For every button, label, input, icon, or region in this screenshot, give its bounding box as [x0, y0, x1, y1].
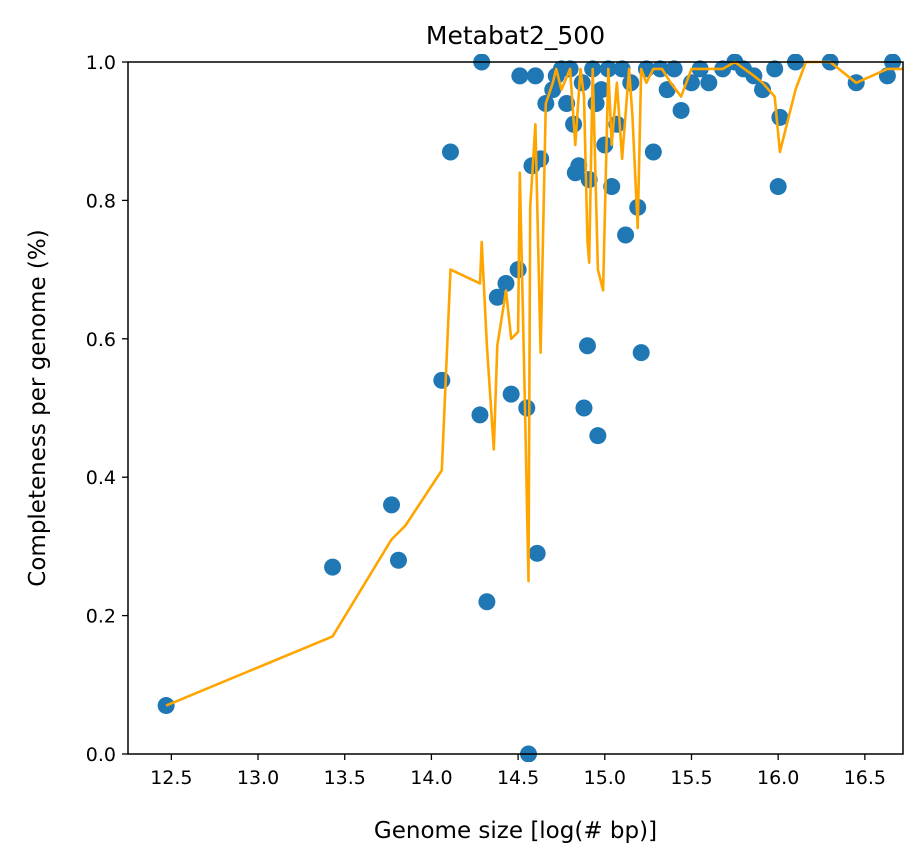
scatter-point — [592, 81, 610, 99]
x-tick-label: 15.5 — [670, 767, 712, 789]
scatter-point — [632, 344, 650, 362]
scatter-point — [478, 593, 496, 611]
y-tick-label: 0.8 — [86, 190, 116, 212]
x-tick-label: 12.5 — [150, 767, 192, 789]
plot-frame — [127, 61, 904, 755]
scatter-point — [589, 427, 607, 445]
scatter-point — [441, 143, 459, 161]
scatter-point — [596, 136, 614, 154]
scatter-point — [389, 551, 407, 569]
y-tick-label: 0.0 — [86, 744, 116, 766]
scatter-point — [511, 67, 529, 85]
x-tick-label: 15.0 — [584, 767, 626, 789]
scatter-point — [644, 143, 662, 161]
scatter-point — [526, 67, 544, 85]
scatter-point — [570, 157, 588, 175]
scatter-point — [433, 371, 451, 389]
scatter-point — [603, 178, 621, 196]
y-axis-ticks: 0.0 0.2 0.4 0.6 0.8 1.0 — [86, 52, 128, 766]
x-axis-ticks: 12.5 13.0 13.5 14.0 14.5 15.0 15.5 16.0 16.5 — [150, 754, 886, 789]
scatter-point — [617, 226, 635, 244]
y-tick-label: 1.0 — [86, 52, 116, 74]
scatter-point — [497, 274, 515, 292]
scatter-point — [578, 337, 596, 355]
scatter-point — [766, 60, 784, 78]
scatter-point — [672, 101, 690, 119]
scatter-point — [754, 81, 772, 99]
x-axis-label: Genome size [log(# bp)] — [374, 818, 657, 844]
scatter-point — [665, 60, 683, 78]
scatter-point — [383, 496, 401, 514]
x-tick-label: 16.0 — [757, 767, 799, 789]
scatter-point — [700, 74, 718, 92]
scatter-point — [658, 81, 676, 99]
x-tick-label: 16.5 — [844, 767, 886, 789]
y-tick-label: 0.6 — [86, 329, 116, 351]
scatter-point — [528, 544, 546, 562]
scatter-point — [324, 558, 342, 576]
scatter-point — [471, 406, 489, 424]
scatter-point — [575, 399, 593, 417]
x-tick-label: 13.0 — [237, 767, 279, 789]
chart-title: Metabat2_500 — [426, 21, 605, 50]
scatter-point — [488, 288, 506, 306]
scatter-point — [613, 60, 631, 78]
x-tick-label: 14.0 — [410, 767, 452, 789]
series-line — [165, 60, 903, 707]
y-axis-label: Completeness per genome (%) — [25, 229, 51, 586]
x-tick-label: 13.5 — [324, 767, 366, 789]
x-tick-label: 14.5 — [497, 767, 539, 789]
y-tick-label: 0.4 — [86, 467, 116, 489]
chart-marks — [157, 54, 903, 762]
y-tick-label: 0.2 — [86, 606, 116, 628]
scatter-point — [518, 399, 536, 417]
scatter-point — [502, 385, 520, 403]
scatter-point — [769, 178, 787, 196]
